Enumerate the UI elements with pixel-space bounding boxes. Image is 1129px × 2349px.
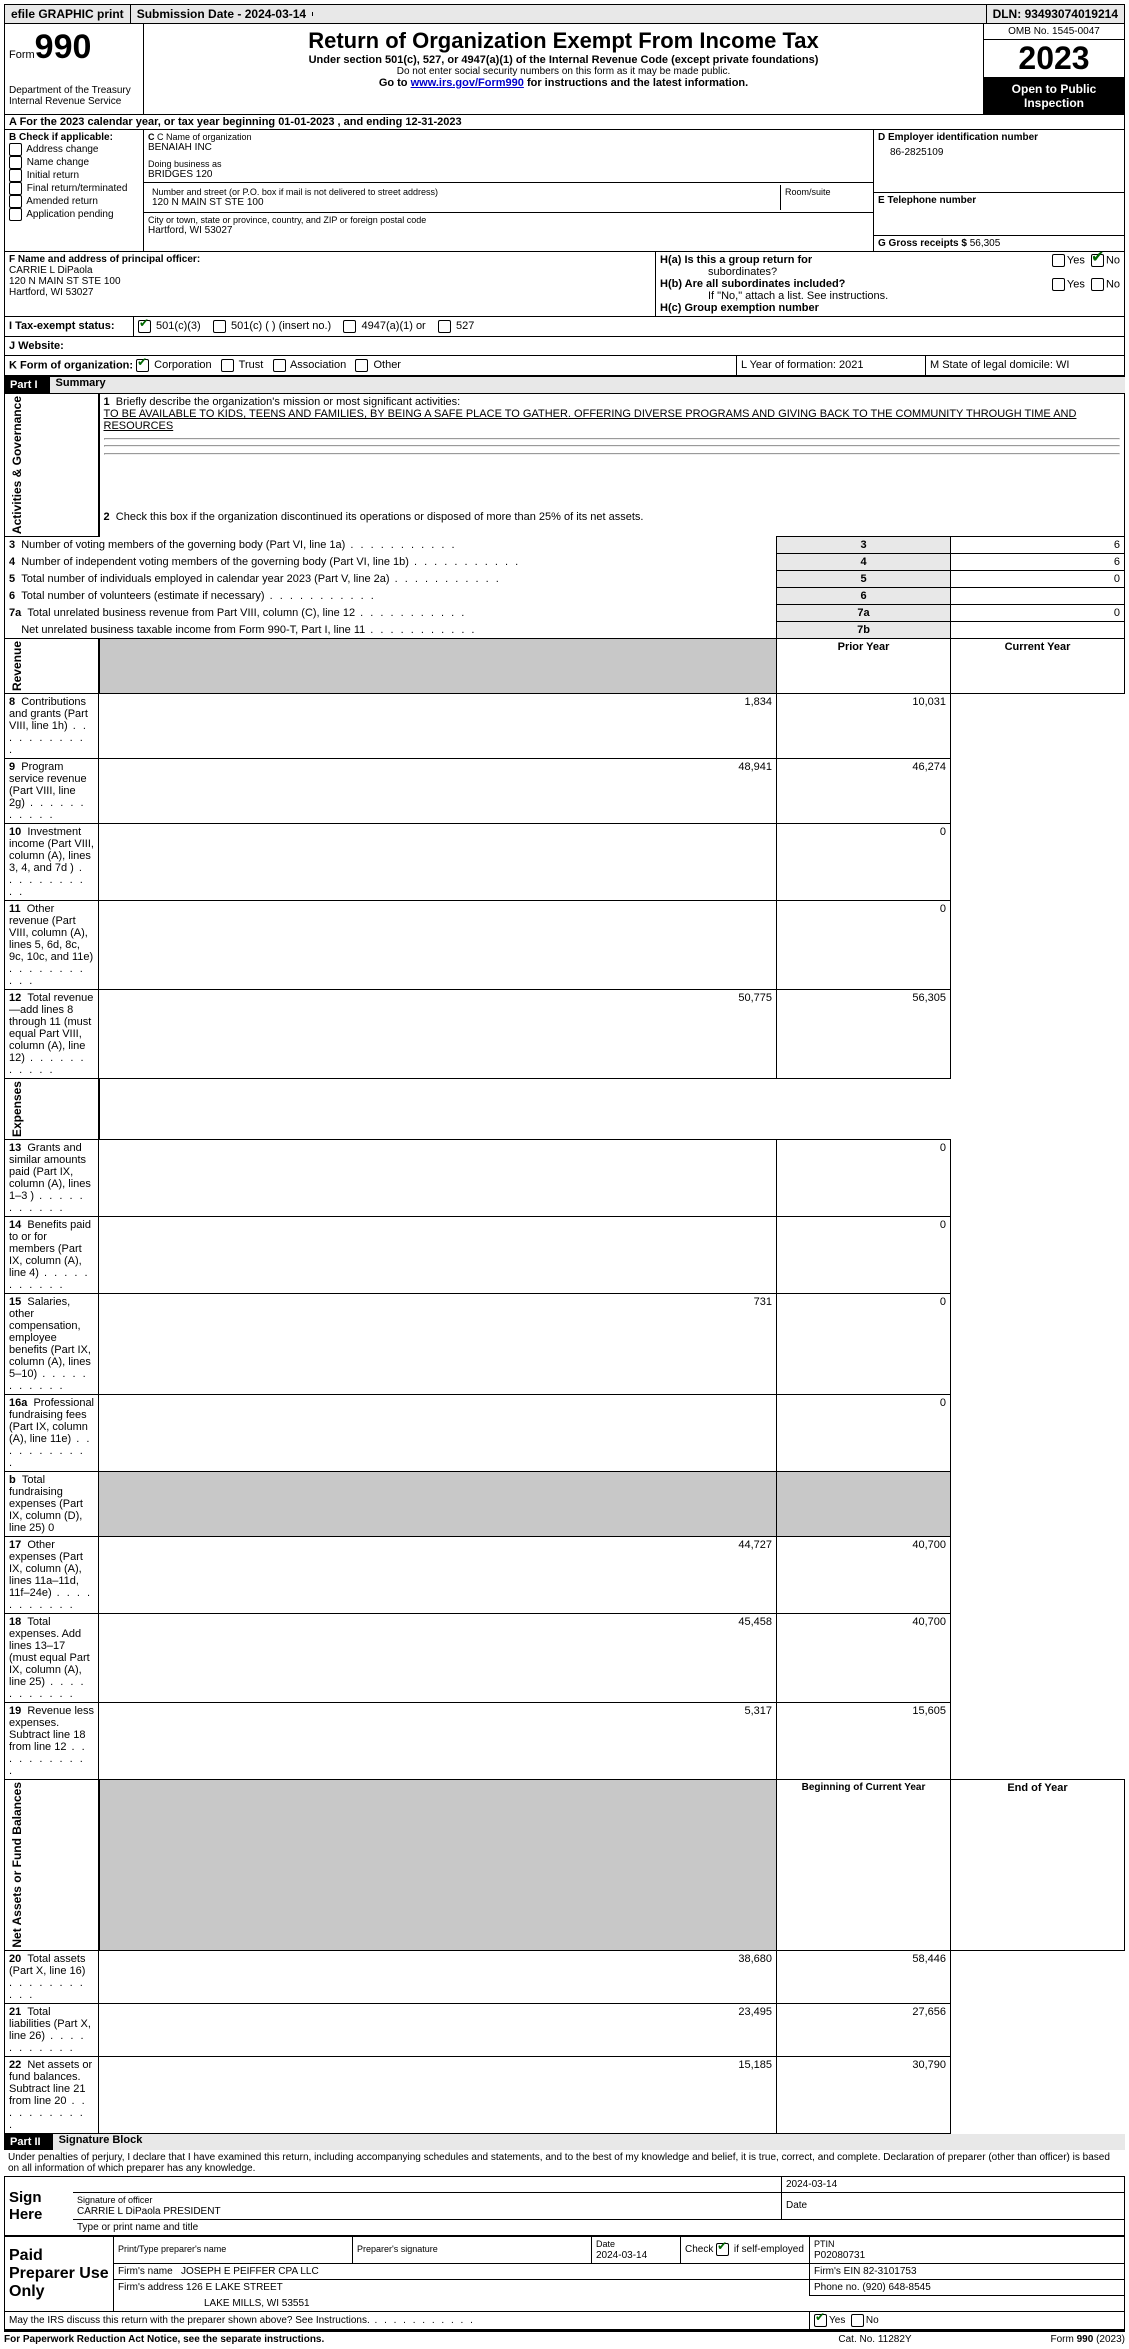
paid-preparer: Paid Preparer Use Only	[5, 2236, 114, 2311]
ssn-warning: Do not enter social security numbers on …	[148, 66, 979, 77]
phone-label: E Telephone number	[878, 195, 1120, 206]
part1-table: Activities & Governance 1 Briefly descri…	[4, 393, 1125, 2134]
submission-date: Submission Date - 2024-03-14	[130, 5, 312, 23]
hdr-begin: Beginning of Current Year	[777, 1780, 951, 1951]
discuss-question: May the IRS discuss this return with the…	[5, 2311, 810, 2329]
street-label: Number and street (or P.O. box if mail i…	[152, 187, 776, 197]
goto-line: Go to www.irs.gov/Form990 for instructio…	[148, 77, 979, 89]
dept-label: Department of the Treasury Internal Reve…	[9, 85, 139, 107]
signature-block: Sign Here 2024-03-14 Signature of office…	[4, 2176, 1125, 2236]
h-b-note: If "No," attach a list. See instructions…	[660, 290, 1120, 302]
top-bar: efile GRAPHIC print Submission Date - 20…	[4, 4, 1125, 24]
dln: DLN: 93493074019214	[986, 5, 1124, 23]
domicile: M State of legal domicile: WI	[925, 356, 1124, 375]
tax-year: 2023	[984, 40, 1124, 78]
sign-here: Sign Here	[5, 2176, 74, 2235]
officer-name: CARRIE L DiPaola	[9, 265, 651, 276]
officer-sig-name: CARRIE L DiPaola PRESIDENT	[77, 2206, 221, 2217]
org-name: BENAIAH INC	[148, 142, 869, 153]
boxb-item[interactable]: Final return/terminated	[9, 182, 139, 195]
hdr-end: End of Year	[951, 1780, 1125, 1951]
form-subtitle: Under section 501(c), 527, or 4947(a)(1)…	[148, 54, 979, 66]
boxb-item[interactable]: Address change	[9, 143, 139, 156]
ein-value: 86-2825109	[878, 143, 1120, 158]
boxb-item[interactable]: Name change	[9, 156, 139, 169]
h-b: H(b) Are all subordinates included? Yes …	[660, 278, 1120, 290]
firm-addr1: 126 E LAKE STREET	[186, 2282, 283, 2293]
preparer-block: Paid Preparer Use Only Print/Type prepar…	[4, 2236, 1125, 2330]
footer: For Paperwork Reduction Act Notice, see …	[4, 2330, 1125, 2345]
firm-name: JOSEPH E PEIFFER CPA LLC	[181, 2266, 319, 2277]
section-b-to-g: B Check if applicable: Address change Na…	[4, 130, 1125, 252]
ein-label: D Employer identification number	[878, 132, 1120, 143]
h-c: H(c) Group exemption number	[660, 302, 1120, 314]
firm-addr2: LAKE MILLS, WI 53551	[114, 2295, 1125, 2311]
hdr-prior: Prior Year	[777, 639, 951, 694]
firm-phone: (920) 648-8545	[862, 2282, 930, 2293]
sig-date: 2024-03-14	[782, 2176, 1125, 2192]
boxb-item[interactable]: Amended return	[9, 195, 139, 208]
officer-addr1: 120 N MAIN ST STE 100	[9, 276, 651, 287]
form-number: 990	[35, 28, 92, 66]
website-label: J Website:	[5, 337, 1124, 355]
city-value: Hartford, WI 53027	[148, 225, 869, 236]
ptin: P02080731	[814, 2250, 865, 2261]
boxb-item[interactable]: Initial return	[9, 169, 139, 182]
side-activities: Activities & Governance	[5, 394, 99, 537]
q2: 2 Check this box if the organization dis…	[99, 509, 1125, 537]
city-label: City or town, state or province, country…	[148, 215, 869, 225]
firm-ein: 82-3101753	[863, 2266, 916, 2277]
row-a-period: A For the 2023 calendar year, or tax yea…	[4, 115, 1125, 130]
form-of-org: K Form of organization: Corporation Trus…	[5, 356, 736, 375]
dba-value: BRIDGES 120	[148, 169, 869, 180]
section-f-h: F Name and address of principal officer:…	[4, 252, 1125, 317]
form-header: Form990 Department of the Treasury Inter…	[4, 24, 1125, 115]
year-formation: L Year of formation: 2021	[736, 356, 925, 375]
dba-label: Doing business as	[148, 159, 869, 169]
self-employed: Check if self-employed	[681, 2236, 810, 2263]
efile-label: efile GRAPHIC print	[5, 5, 130, 23]
form-ref: Form 990 (2023)	[975, 2334, 1125, 2345]
box-b-label: B Check if applicable:	[9, 132, 139, 143]
public-inspection: Open to Public Inspection	[984, 78, 1124, 114]
side-netassets: Net Assets or Fund Balances	[5, 1780, 99, 1951]
tax-status-label: I Tax-exempt status:	[5, 317, 134, 336]
irs-link[interactable]: www.irs.gov/Form990	[411, 77, 524, 89]
q1-text: TO BE AVAILABLE TO KIDS, TEENS AND FAMIL…	[104, 408, 1077, 432]
h-a2: subordinates?	[660, 266, 1120, 278]
side-revenue: Revenue	[5, 639, 99, 694]
org-name-label: C Name of organization	[157, 132, 252, 142]
room-label: Room/suite	[781, 185, 869, 210]
boxb-item[interactable]: Application pending	[9, 208, 139, 221]
q1-label: Briefly describe the organization's miss…	[116, 396, 460, 408]
gross-receipts: G Gross receipts $ 56,305	[874, 236, 1124, 251]
hdr-curr: Current Year	[951, 639, 1125, 694]
declaration: Under penalties of perjury, I declare th…	[4, 2150, 1125, 2176]
omb-number: OMB No. 1545-0047	[984, 24, 1124, 40]
form-prefix: Form	[9, 49, 35, 61]
h-a: H(a) Is this a group return for Yes No	[660, 254, 1120, 266]
officer-label: F Name and address of principal officer:	[9, 254, 651, 265]
form-title: Return of Organization Exempt From Incom…	[148, 28, 979, 54]
tax-status-opts: 501(c)(3) 501(c) ( ) (insert no.) 4947(a…	[134, 317, 1124, 336]
street-value: 120 N MAIN ST STE 100	[152, 197, 776, 208]
part1-header: Part I Summary	[4, 377, 1125, 393]
side-expenses: Expenses	[5, 1079, 99, 1140]
part2-header: Part II Signature Block	[4, 2134, 1125, 2150]
officer-addr2: Hartford, WI 53027	[9, 287, 651, 298]
